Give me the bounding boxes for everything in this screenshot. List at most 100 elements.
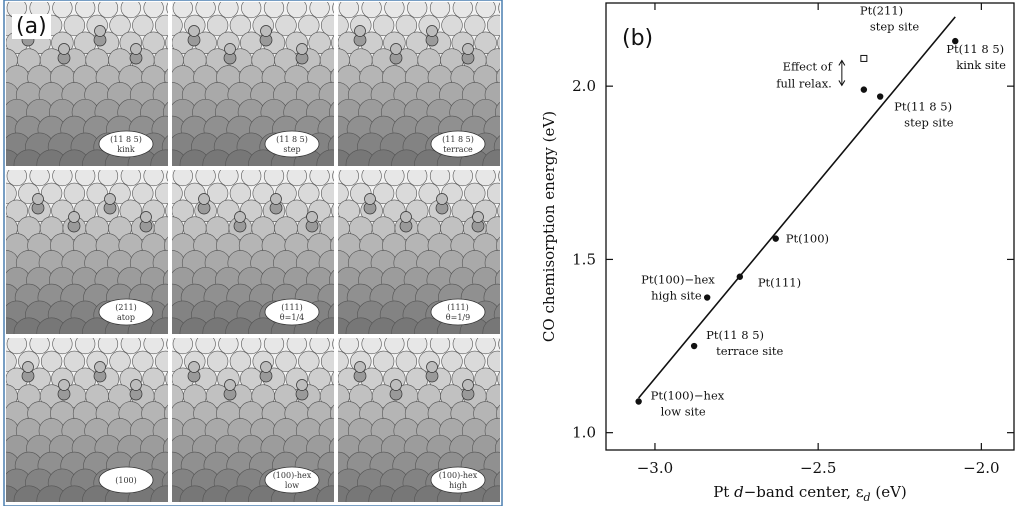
surface-atom [383,199,406,223]
cell-label-1: (100)-hex [439,471,478,480]
surface-atom [150,485,168,502]
surface-atom [229,14,252,37]
cell-label-2: θ=1/4 [280,313,304,322]
adsorbate-atom [296,379,308,391]
surface-cell: (111)θ=1/9 [338,170,500,334]
surface-atom [330,404,334,423]
surface-atom [75,170,96,187]
point-sublabel: step site [904,116,954,130]
surface-atom [407,338,428,355]
surface-atom [486,14,500,37]
y-tick-label: 1.5 [572,250,596,268]
surface-atom [40,182,63,205]
adsorbate-atom [354,25,366,37]
adsorbate-atom [224,379,236,391]
surface-atom [154,350,168,373]
surface-atom [332,338,334,350]
surface-atom [308,367,331,391]
surface-atom [372,350,395,373]
surface-atom [475,338,496,355]
surface-atom [172,182,183,205]
surface-atom [384,170,405,187]
surface-atom [120,170,141,187]
fit-line [638,16,956,399]
surface-atom [0,334,4,354]
adsorbate-atom [94,25,106,37]
surface-cell: (11 8 5)terrace [338,2,500,166]
adsorbate-atom [58,379,70,391]
point-label: Pt(100) [786,232,829,246]
atom-layer [338,2,500,166]
surface-atom [372,14,395,37]
adsorbate-atom [364,193,376,205]
surface-atom [52,2,73,19]
surface-atom [338,338,359,355]
surface-atom [52,170,73,187]
surface-cell: (100) [0,334,168,502]
surface-atom [298,350,320,373]
atom-layer [6,170,168,334]
surface-atom [496,404,500,423]
adsorbate-atom [188,361,200,373]
adsorbate-atom [354,361,366,373]
surface-atom [75,338,96,355]
cell-label-1: (100) [115,476,137,485]
surface-atom [241,2,262,19]
surface-cell: (211)atop [6,170,168,334]
point-sublabel: step site [870,19,920,33]
surface-atom [165,35,168,51]
surface-atom [498,2,500,14]
data-point [772,235,779,242]
cell-label-2: θ=1/9 [446,313,470,322]
surface-atom [143,2,164,19]
surface-atom [332,2,334,14]
data-point [690,342,698,350]
adsorbate-atom [234,211,246,223]
surface-atom [120,338,141,355]
surface-atom [52,338,73,355]
adsorbate-atom [94,361,106,373]
surface-atom [464,182,486,205]
surface-atom [298,182,320,205]
surface-atom [166,170,168,182]
adsorbate-atom [400,211,412,223]
surface-atom [496,68,500,87]
adsorbate-atom [68,211,80,223]
surface-atom [298,14,320,37]
surface-atom [217,199,240,223]
surface-atom [482,149,500,166]
x-tick-label: −2.0 [963,459,999,477]
surface-atom [452,338,473,355]
surface-atom [330,68,334,87]
surface-atom [464,350,486,373]
surface-atom [164,404,168,423]
surface-atom [172,350,183,373]
panel-b-chart: −3.0 −2.5 −2.0 1.0 1.5 2.0 Pt d−band center, ε… [506,0,1018,506]
surface-atom [172,14,183,37]
point-sublabel: kink site [956,58,1006,72]
surface-atom [331,203,334,219]
surface-atom [331,35,334,51]
surface-atom [395,14,418,37]
surface-atom [320,14,334,37]
surface-atom [150,317,168,334]
data-point [703,294,711,301]
atom-layer [172,338,334,502]
surface-atom [195,338,216,355]
adsorbate-atom [436,193,448,205]
surface-atom [229,182,252,205]
surface-atom [206,350,229,373]
surface-atom [97,2,119,19]
surface-atom [109,14,131,37]
surface-atom [165,203,168,219]
surface-atom [474,31,497,55]
surface-atom [316,485,334,502]
surface-atom [316,317,334,334]
surface-atom [6,350,17,373]
point-label: Pt(211) [860,3,903,17]
surface-atom [331,371,334,387]
surface-atom [172,199,195,223]
data-point [860,86,868,93]
point-label: Pt(11 8 5) [946,42,1004,56]
